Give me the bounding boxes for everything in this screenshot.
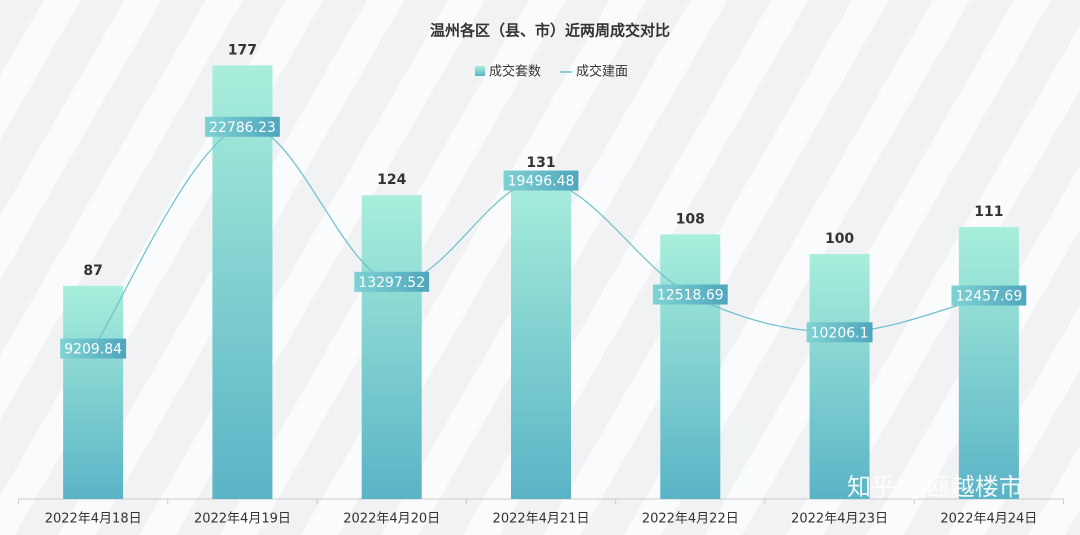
bar-value-label: 108 (676, 211, 705, 227)
legend-swatch (475, 66, 485, 76)
legend-label[interactable]: 成交套数 (489, 64, 541, 80)
line-value-label: 12457.69 (955, 289, 1022, 305)
bar-value-label: 100 (825, 231, 854, 247)
line-value-label: 22786.23 (209, 120, 276, 136)
legend-label[interactable]: 成交建面 (576, 64, 628, 80)
watermark: 知乎 @瓯越楼市 (847, 473, 1023, 501)
bar (958, 227, 1019, 500)
line-value-box (652, 284, 728, 305)
x-tick-label: 2022年4月19日 (194, 512, 291, 527)
bar (809, 254, 870, 499)
bar-value-label: 111 (974, 204, 1003, 220)
chart-title: 温州各区（县、市）近两周成交对比 (430, 22, 670, 40)
x-tick-label: 2022年4月18日 (45, 512, 142, 527)
bar (660, 234, 721, 499)
bar-value-label: 124 (377, 172, 406, 188)
line-value-box (205, 116, 280, 137)
line-value-label: 12518.69 (657, 288, 724, 304)
line-value-box (354, 271, 430, 292)
line-value-label: 19496.48 (508, 174, 575, 190)
x-tick-label: 2022年4月24日 (940, 512, 1037, 527)
bar-value-label: 177 (228, 42, 257, 58)
line-value-box (951, 285, 1027, 306)
line-value-label: 13297.52 (358, 275, 425, 291)
x-tick-label: 2022年4月22日 (642, 512, 739, 527)
line-value-box (806, 322, 873, 343)
line-value-box (60, 338, 127, 359)
bar (511, 178, 571, 500)
bar-value-label: 87 (83, 263, 102, 279)
bar (63, 285, 124, 499)
line-value-label: 9209.84 (64, 342, 122, 358)
x-tick-label: 2022年4月20日 (343, 512, 440, 527)
x-tick-label: 2022年4月23日 (791, 512, 888, 527)
bar (361, 195, 422, 499)
line-value-label: 10206.1 (811, 325, 869, 341)
bar-value-label: 131 (526, 155, 555, 171)
x-tick-label: 2022年4月21日 (493, 512, 590, 527)
line-value-box (503, 170, 579, 191)
